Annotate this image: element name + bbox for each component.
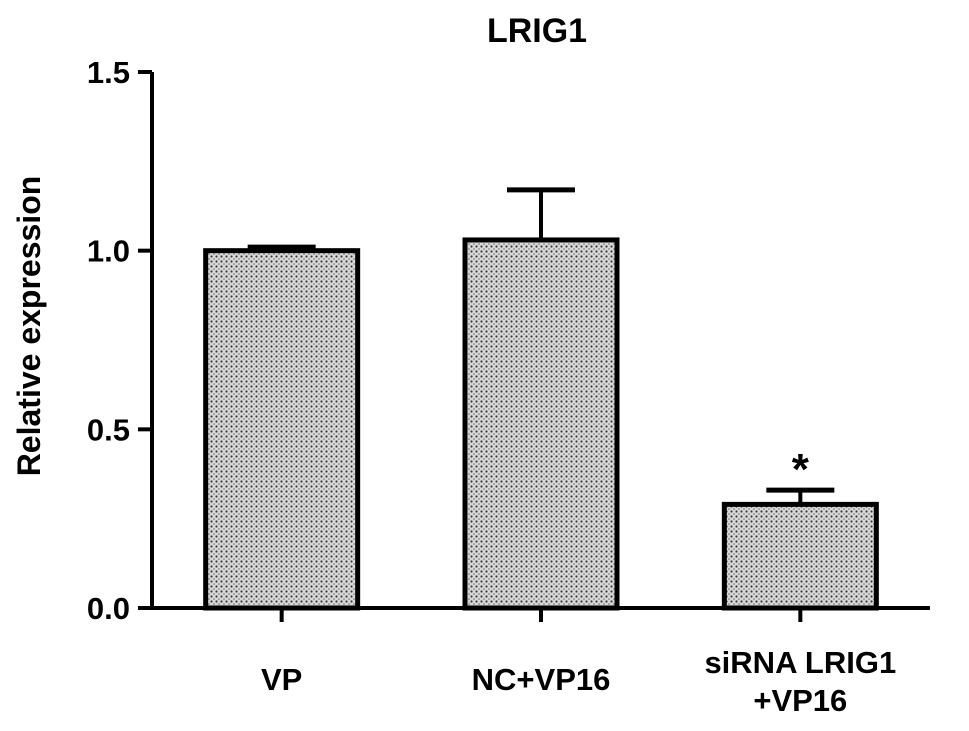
bar [721,501,879,611]
significance-marker: * [792,445,810,494]
x-tick-label: siRNA LRIG1 [704,645,896,680]
y-tick-label: 0.0 [87,591,130,626]
x-tick-label: NC+VP16 [472,662,611,697]
bar [203,248,361,611]
x-tick-label: +VP16 [753,683,847,718]
chart-title: LRIG1 [487,12,587,50]
bar [462,237,620,611]
y-tick-label: 1.0 [87,234,130,269]
y-tick-label: 1.5 [87,55,130,90]
y-axis-label: Relative expression [11,176,47,477]
y-tick-label: 0.5 [87,412,130,447]
x-tick-label: VP [261,662,302,697]
